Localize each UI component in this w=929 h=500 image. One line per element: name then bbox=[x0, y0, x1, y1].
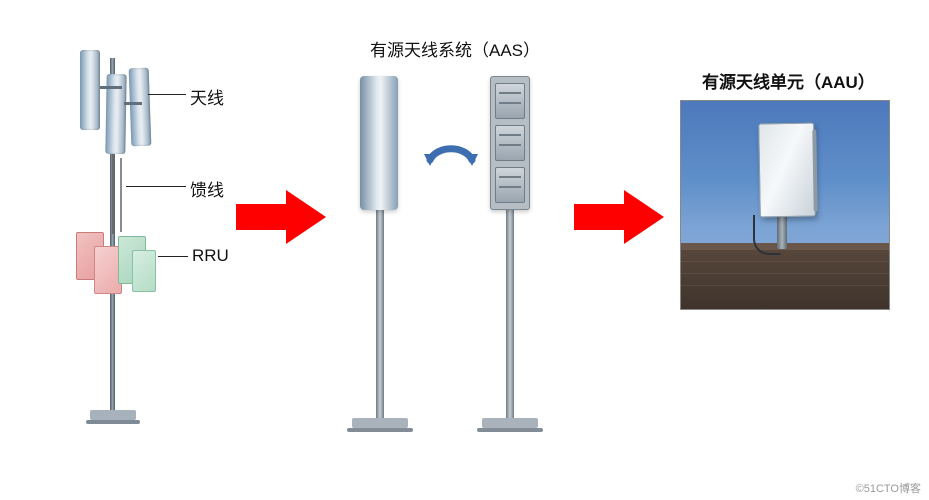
aau-unit bbox=[758, 123, 816, 218]
panel-traditional-tower: 天线 馈线 RRU bbox=[40, 50, 240, 450]
label-feeder: 馈线 bbox=[190, 176, 224, 201]
label-rru: RRU bbox=[192, 246, 229, 266]
label-antenna: 天线 bbox=[190, 84, 224, 109]
roof-texture bbox=[681, 261, 889, 262]
tower-base bbox=[90, 410, 136, 420]
rotate-arrow-icon bbox=[422, 130, 480, 172]
antenna-mount-arm bbox=[100, 86, 122, 89]
panel-aau-photo bbox=[680, 100, 890, 310]
antenna-panel bbox=[129, 68, 152, 147]
feeder-cable bbox=[120, 158, 122, 232]
callout-leader bbox=[126, 186, 186, 187]
feeder-cable bbox=[112, 154, 114, 234]
roof bbox=[681, 243, 889, 309]
aas-back-view bbox=[490, 76, 530, 210]
callout-leader bbox=[148, 94, 186, 95]
arrow-right-icon bbox=[574, 190, 664, 244]
aas-base bbox=[482, 418, 538, 428]
aas-base bbox=[352, 418, 408, 428]
panel-aas bbox=[330, 52, 600, 452]
aas-module bbox=[495, 125, 525, 161]
rru-unit bbox=[132, 250, 156, 292]
aas-module bbox=[495, 167, 525, 203]
roof-texture bbox=[681, 273, 889, 274]
arrow-right-icon bbox=[236, 190, 326, 244]
aas-front-view bbox=[360, 76, 398, 210]
antenna-mount-arm bbox=[124, 102, 142, 105]
callout-leader bbox=[158, 256, 188, 257]
aau-cable bbox=[753, 215, 781, 255]
title-aau: 有源天线单元（AAU） bbox=[702, 68, 875, 93]
roof-texture bbox=[681, 285, 889, 286]
aas-module bbox=[495, 83, 525, 119]
watermark: ©51CTO博客 bbox=[856, 480, 921, 496]
antenna-panel bbox=[80, 50, 100, 130]
